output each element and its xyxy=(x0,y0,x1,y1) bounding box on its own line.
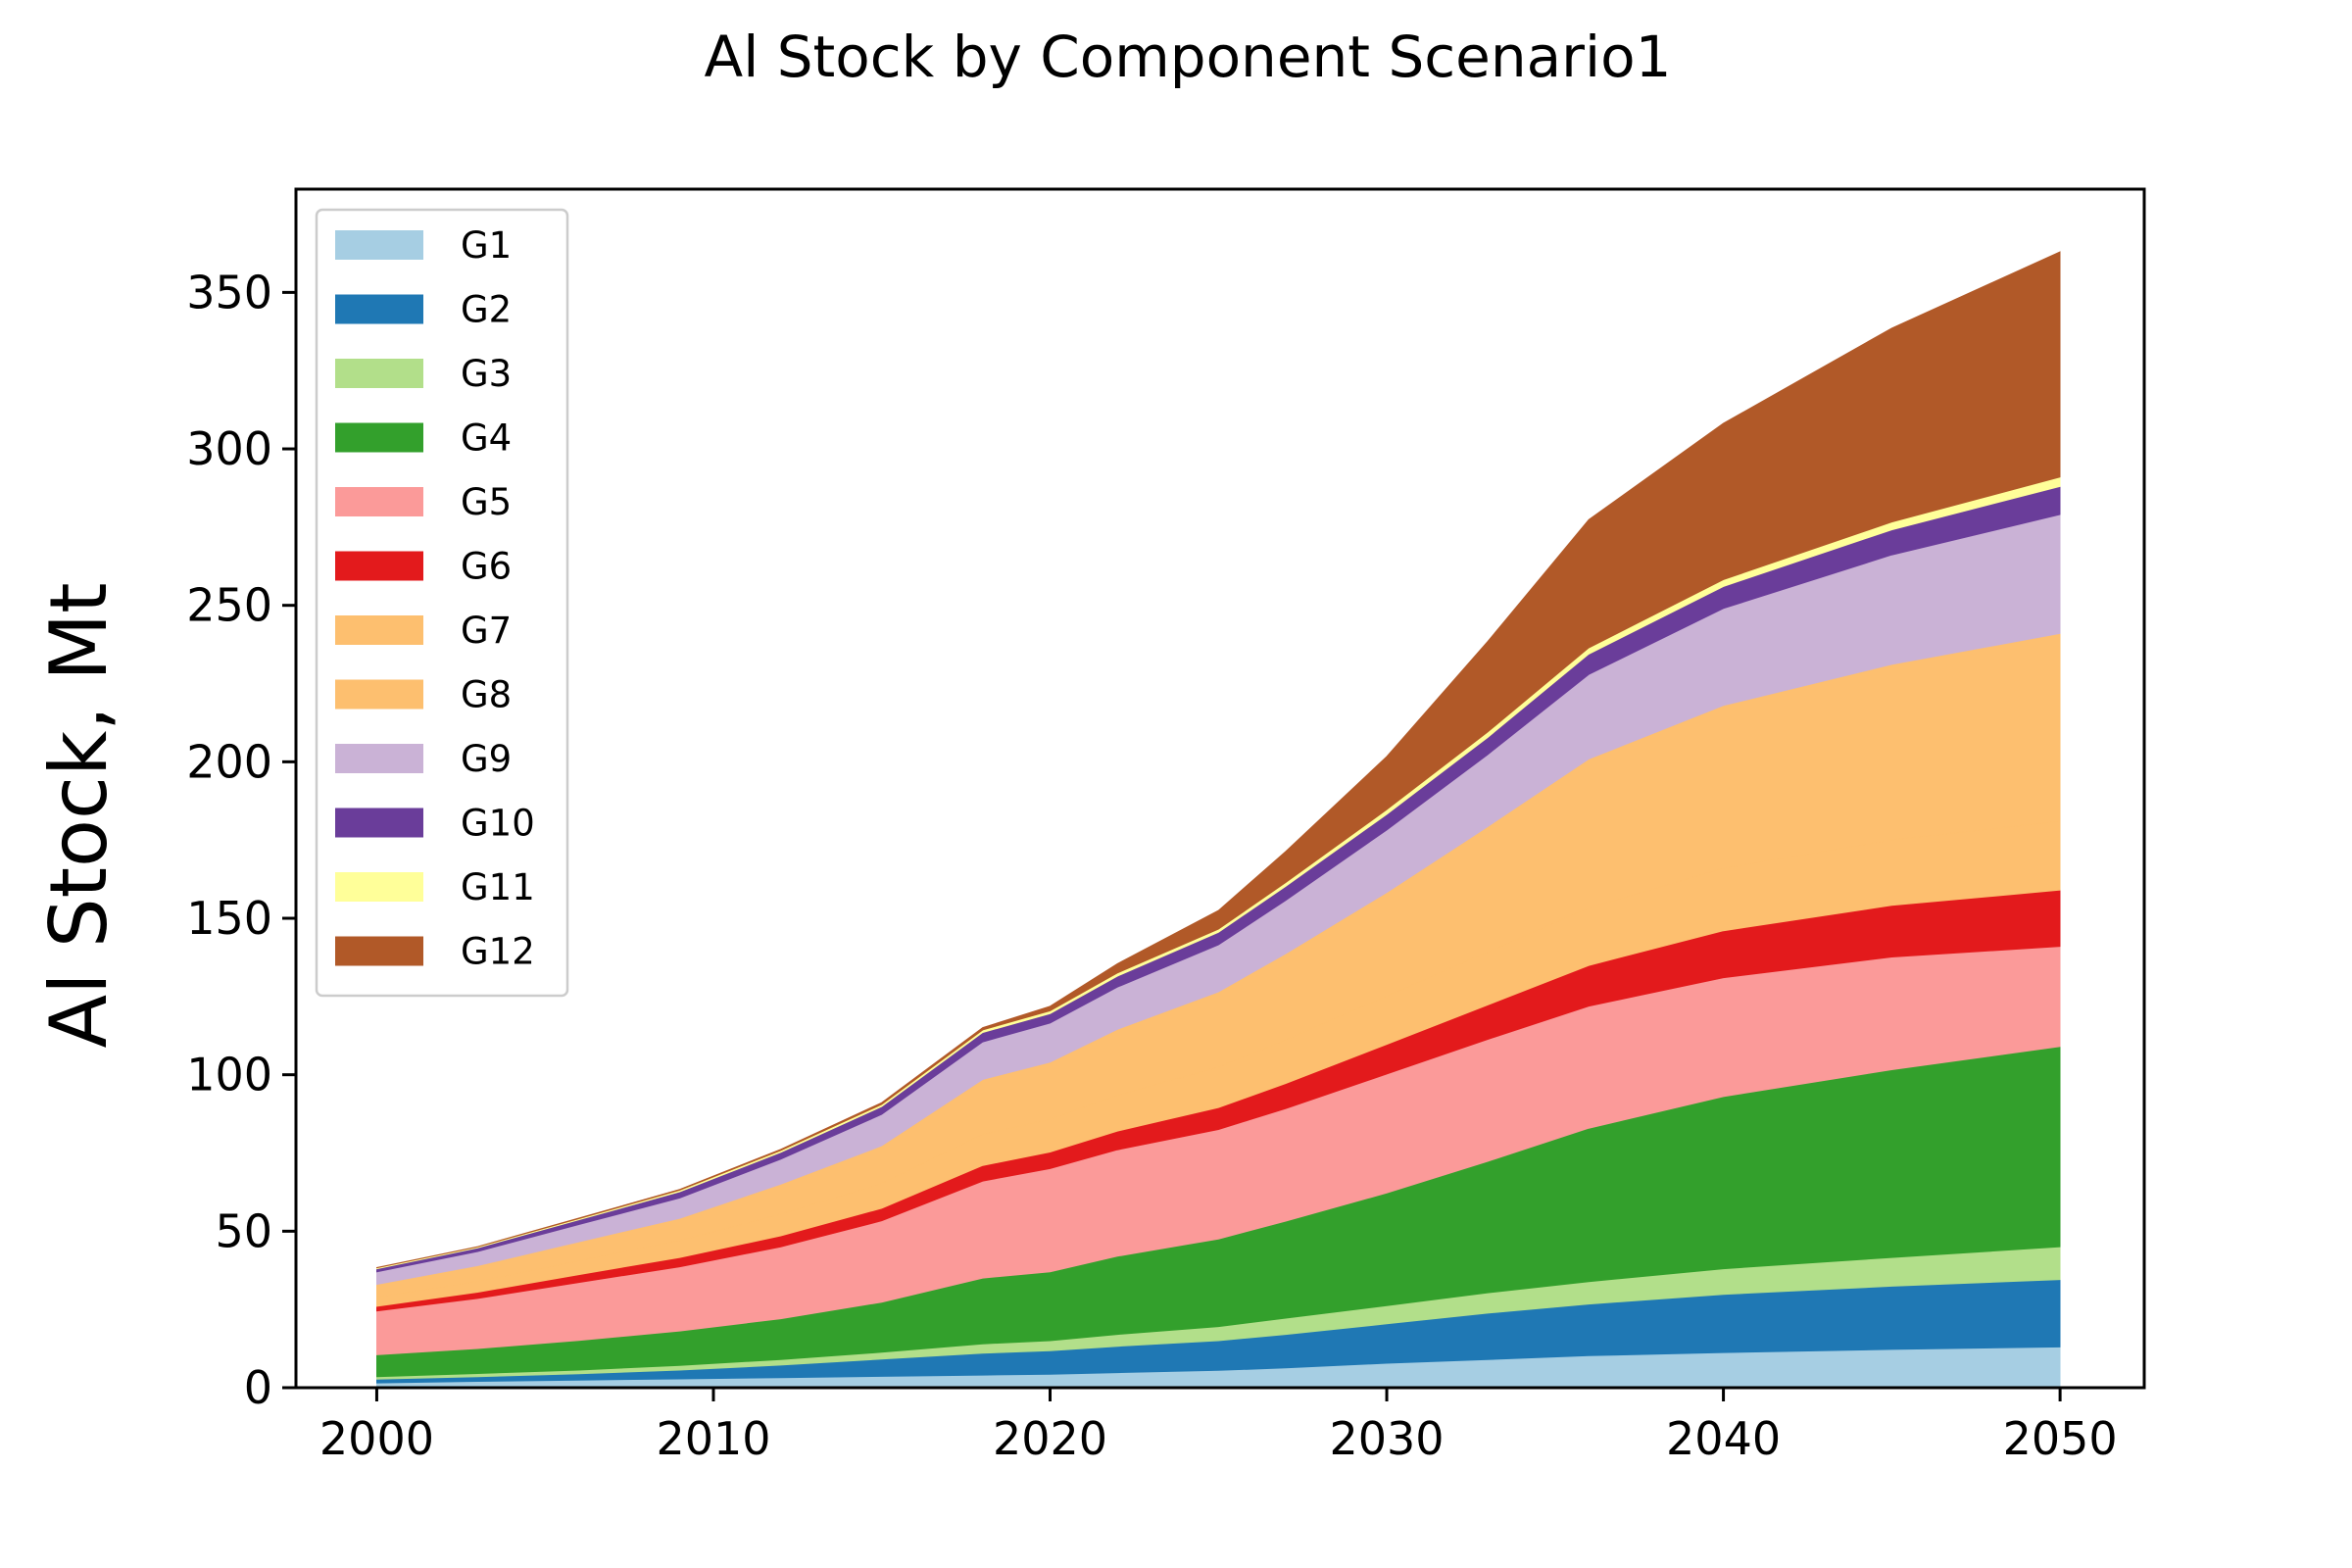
legend-label-g11: G11 xyxy=(461,866,535,908)
legend-frame xyxy=(315,208,569,998)
legend-swatch-g5 xyxy=(335,487,423,516)
series-areas xyxy=(376,251,2061,1389)
legend-swatch-g9 xyxy=(335,744,423,773)
x-tick-label: 2050 xyxy=(2003,1412,2118,1465)
x-tick-label: 2020 xyxy=(993,1412,1107,1465)
area-g12 xyxy=(376,251,2061,1269)
y-axis-label: Al Stock, Mt xyxy=(33,582,124,1048)
y-tick-label: 350 xyxy=(186,266,272,318)
legend-label-g8: G8 xyxy=(461,674,512,716)
x-tick-label: 2040 xyxy=(1666,1412,1781,1465)
legend-swatch-g10 xyxy=(335,808,423,838)
legend-swatch-g3 xyxy=(335,359,423,388)
legend-label-g2: G2 xyxy=(461,289,512,331)
y-tick-label: 250 xyxy=(186,579,272,632)
legend-label-g1: G1 xyxy=(461,224,512,267)
legend-label-g10: G10 xyxy=(461,803,535,845)
x-axis: 2000 2010 2020 2030 2040 2050 xyxy=(319,1388,2118,1465)
legend-swatch-g4 xyxy=(335,422,423,453)
plot-frame xyxy=(294,187,2146,1390)
legend-label-g3: G3 xyxy=(461,353,512,395)
x-tick-label: 2010 xyxy=(656,1412,770,1465)
legend-label-g12: G12 xyxy=(461,931,535,973)
legend-label-g6: G6 xyxy=(461,546,512,588)
legend-swatch-g1 xyxy=(335,230,423,260)
y-axis: 0 50 100 150 200 250 300 350 xyxy=(186,266,296,1414)
legend-swatch-g8 xyxy=(335,679,423,710)
y-tick-label: 0 xyxy=(244,1361,272,1414)
legend-swatch-g7 xyxy=(335,615,423,645)
y-tick-label: 150 xyxy=(186,892,272,945)
y-tick-label: 100 xyxy=(186,1049,272,1102)
legend-label-g9: G9 xyxy=(461,738,512,780)
y-tick-label: 200 xyxy=(186,735,272,788)
legend-swatch-g12 xyxy=(335,936,423,966)
legend-swatch-g6 xyxy=(335,551,423,581)
legend: G1 G2 G3 G4 G5 G6 G7 G8 G9 G10 G11 G12 xyxy=(315,208,569,998)
y-tick-label: 300 xyxy=(186,422,272,475)
legend-label-g4: G4 xyxy=(461,417,512,460)
legend-label-g7: G7 xyxy=(461,610,512,652)
legend-swatch-g2 xyxy=(335,294,423,324)
legend-label-g5: G5 xyxy=(461,481,512,523)
x-tick-label: 2000 xyxy=(319,1412,434,1465)
y-tick-label: 50 xyxy=(215,1204,272,1257)
x-tick-label: 2030 xyxy=(1330,1412,1445,1465)
legend-swatch-g11 xyxy=(335,872,423,902)
chart-title: Al Stock by Component Scenario1 xyxy=(705,24,1672,90)
